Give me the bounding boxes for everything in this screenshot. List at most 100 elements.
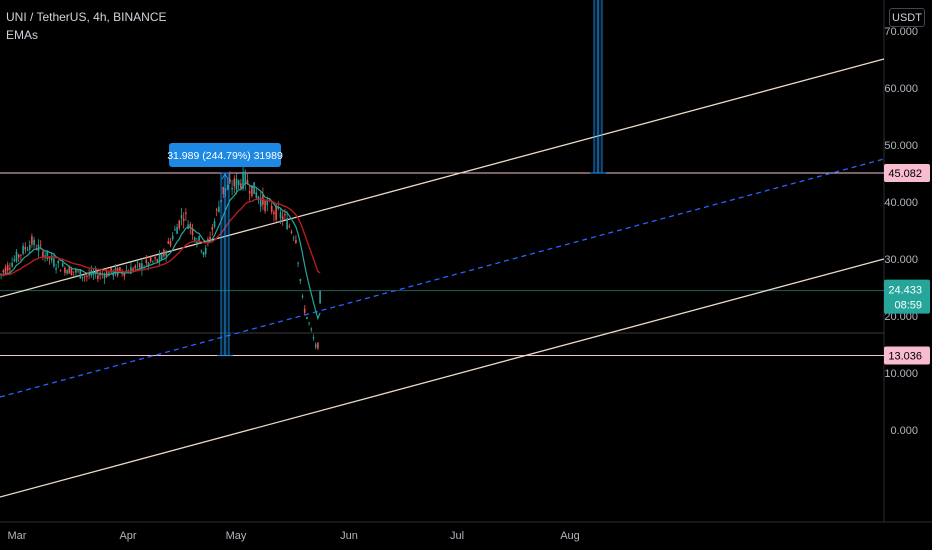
measure-arrow-head — [221, 173, 229, 180]
candle-body — [198, 236, 200, 242]
price-range-measure[interactable]: 31.989 (244.79%) 31989 — [167, 143, 283, 357]
candle-body — [233, 178, 236, 187]
candle-body — [222, 186, 225, 194]
price-axis[interactable]: 80.00070.00060.00050.00040.00030.00020.0… — [884, 0, 930, 437]
price-range-measure[interactable]: 31.989 (70.55%) 31989 — [542, 0, 654, 174]
candle-body — [72, 271, 75, 273]
candle-body — [0, 273, 2, 275]
current-price-text: 24.433 — [888, 285, 922, 297]
chart-header: UNI / TetherUS, 4h, BINANCE EMAs — [6, 9, 167, 43]
candle-body — [301, 295, 304, 297]
candle-body — [70, 269, 73, 276]
candle-body — [251, 185, 253, 197]
candle-body — [290, 231, 293, 233]
level-price-text: 13.036 — [888, 351, 922, 363]
candle-body — [284, 214, 286, 216]
candle-body — [257, 196, 260, 201]
candle-body — [88, 273, 90, 276]
candle-body — [275, 205, 277, 220]
symbol-title: UNI / TetherUS, 4h, BINANCE — [6, 10, 167, 24]
candle-body — [288, 226, 291, 228]
ema-fast-line[interactable] — [0, 182, 321, 321]
ema-indicators[interactable] — [0, 182, 321, 321]
candle-body — [156, 259, 159, 262]
candle-body — [81, 276, 84, 279]
candle-body — [24, 247, 27, 250]
candle-body — [154, 257, 156, 259]
indicator-label[interactable]: EMAs — [6, 28, 39, 42]
time-tick-label: Jun — [340, 530, 358, 542]
candle-body — [15, 251, 18, 262]
candle-body — [136, 262, 139, 264]
candle-body — [145, 259, 148, 263]
candle-body — [57, 260, 60, 264]
candle-body — [246, 179, 249, 185]
candle-body — [61, 263, 64, 267]
candle-body — [48, 257, 51, 259]
candle-body — [255, 192, 258, 198]
candle-body — [314, 344, 317, 348]
candle-body — [211, 227, 214, 230]
candle-body — [202, 252, 205, 255]
channel-midline[interactable] — [0, 158, 885, 398]
candle-body — [176, 227, 178, 234]
ascending-channel[interactable] — [0, 58, 885, 498]
candle-body — [273, 212, 275, 215]
candle-body — [26, 249, 29, 251]
candlestick-series[interactable] — [0, 166, 321, 351]
candle-body — [31, 236, 33, 245]
measure-label-box — [169, 143, 281, 168]
candle-body — [110, 267, 112, 273]
candle-body — [119, 267, 121, 271]
candle-body — [303, 308, 306, 313]
candle-body — [270, 205, 273, 212]
level-price-label[interactable] — [884, 346, 930, 365]
horizontal-levels — [0, 172, 884, 357]
channel-lower-line[interactable] — [0, 258, 885, 498]
time-tick-label: May — [226, 530, 247, 542]
candle-body — [174, 229, 176, 231]
candle-body — [2, 270, 5, 273]
candle-body — [193, 237, 196, 241]
ema-slow-line[interactable] — [0, 198, 321, 276]
price-tick-label: 60.000 — [884, 83, 918, 95]
candle-body — [185, 212, 187, 214]
time-axis[interactable]: Mar Apr May Jun Jul Aug — [8, 530, 580, 542]
candle-body — [28, 244, 31, 250]
candle-body — [259, 197, 262, 207]
candle-body — [6, 264, 9, 271]
candle-body — [292, 237, 295, 239]
candle-body — [218, 206, 220, 213]
candle-body — [77, 270, 79, 272]
candle-body — [42, 251, 44, 259]
current-price-label[interactable] — [884, 279, 930, 314]
candle-body — [160, 254, 163, 260]
candle-body — [180, 215, 183, 219]
price-tick-label: 30.000 — [884, 254, 918, 266]
candle-body — [11, 262, 13, 267]
candle-body — [204, 247, 207, 254]
candle-body — [169, 241, 172, 246]
currency-button[interactable]: USDT — [889, 8, 925, 27]
candle-body — [191, 228, 194, 235]
candle-body — [244, 171, 247, 185]
candle-body — [123, 272, 126, 277]
level-price-label[interactable] — [884, 164, 930, 183]
candle-body — [187, 224, 189, 229]
price-tick-label: 20.000 — [884, 311, 918, 323]
candle-body — [286, 218, 288, 230]
time-tick-label: Jul — [450, 530, 464, 542]
candle-body — [207, 238, 209, 242]
candle-body — [297, 262, 299, 264]
candle-body — [134, 265, 137, 269]
candle-body — [79, 269, 82, 279]
candle-body — [125, 270, 128, 272]
channel-upper-line[interactable] — [0, 58, 885, 298]
price-tick-label: 0.000 — [890, 425, 918, 437]
candle-body — [226, 184, 229, 190]
candle-body — [64, 267, 66, 273]
candle-body — [141, 263, 143, 271]
candle-body — [103, 274, 106, 279]
